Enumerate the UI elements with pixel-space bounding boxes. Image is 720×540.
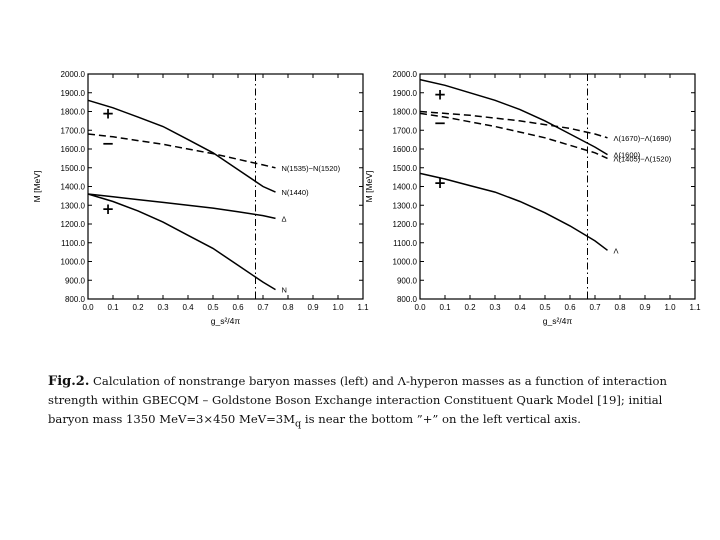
right-series-line-1670-1690 — [419, 110, 608, 139]
right-series-label: Λ(1600) — [614, 151, 641, 160]
left-x-tick-label: 0.8 — [282, 303, 294, 312]
right-x-tick-label: 0.9 — [639, 303, 651, 312]
right-x-tick-label: 0.0 — [414, 303, 426, 312]
caption-text: Calculation of nonstrange baryon masses … — [48, 374, 667, 426]
right-y-tick-label: 1300.0 — [393, 201, 418, 210]
left-series-label: N(1440) — [282, 188, 310, 197]
left-series-line-n — [87, 193, 276, 291]
left-y-tick-label: 1600.0 — [61, 145, 86, 154]
right-sign-mark: + — [434, 174, 447, 192]
right-y-tick-label: 900.0 — [397, 276, 418, 285]
right-series-line-series-3 — [419, 172, 608, 251]
left-x-tick-label: 1.0 — [332, 303, 344, 312]
right-x-axis-title: g_s²/4π — [543, 316, 573, 326]
left-x-tick-label: 0.7 — [257, 303, 269, 312]
right-series-label: Λ — [614, 246, 619, 255]
right-series-line-1405-1520 — [419, 112, 608, 160]
right-x-tick-label: 0.3 — [489, 303, 501, 312]
right-sign-mark: − — [434, 114, 447, 132]
right-x-tick-label: 0.2 — [464, 303, 476, 312]
left-y-tick-label: 1000.0 — [61, 258, 86, 267]
left-series-label: Δ — [282, 214, 287, 223]
figure-caption: Fig.2. Calculation of nonstrange baryon … — [48, 372, 698, 433]
left-y-axis-title: M [MeV] — [32, 171, 42, 203]
left-x-tick-label: 1.1 — [357, 303, 369, 312]
left-y-tick-label: 1700.0 — [61, 126, 86, 135]
right-x-tick-label: 0.4 — [514, 303, 526, 312]
left-sign-mark: + — [102, 104, 115, 122]
right-x-tick-label: 0.7 — [589, 303, 601, 312]
right-y-axis-title: M [MeV] — [364, 171, 374, 203]
left-series-line-series-2 — [87, 193, 276, 220]
right-series-label: Λ(1405)−Λ(1520) — [614, 154, 672, 163]
right-series-label: Λ(1670)−Λ(1690) — [614, 134, 672, 143]
right-chart: 800.0 900.0 1000.0 1100.0 1200.0 1300.0 1400.0… — [364, 70, 701, 326]
left-y-tick-label: 1400.0 — [61, 183, 86, 192]
left-series-label: N — [282, 286, 287, 295]
right-x-tick-label: 0.8 — [614, 303, 626, 312]
left-y-tick-label: 1100.0 — [61, 239, 85, 248]
right-y-tick-label: 1700.0 — [393, 126, 418, 135]
left-x-tick-label: 0.3 — [157, 303, 169, 312]
left-y-tick-label: 900.0 — [65, 276, 86, 285]
caption-subscript: q — [295, 418, 302, 430]
right-y-tick-label: 1500.0 — [393, 164, 418, 173]
left-y-tick-label: 1500.0 — [61, 164, 86, 173]
left-plot-frame — [87, 73, 364, 300]
right-y-tick-label: 1400.0 — [393, 183, 418, 192]
right-y-tick-label: 1800.0 — [393, 108, 418, 117]
right-y-tick-label: 1900.0 — [393, 89, 418, 98]
right-sign-mark: + — [434, 86, 447, 104]
right-x-tick-label: 0.5 — [539, 303, 551, 312]
left-y-tick-label: 1800.0 — [61, 108, 86, 117]
left-sign-mark: + — [102, 200, 115, 218]
right-x-tick-label: 1.0 — [664, 303, 676, 312]
caption-text-end: is near the bottom ”+” on the left verti… — [301, 412, 581, 426]
left-x-tick-label: 0.9 — [307, 303, 319, 312]
right-x-tick-label: 0.1 — [439, 303, 451, 312]
right-y-tick-label: 1600.0 — [393, 145, 418, 154]
left-x-tick-label: 0.0 — [82, 303, 94, 312]
left-x-axis-title: g_s²/4π — [211, 316, 241, 326]
right-series-line-1600 — [419, 78, 608, 156]
left-x-tick-label: 0.6 — [232, 303, 244, 312]
right-x-tick-label: 0.6 — [564, 303, 576, 312]
left-y-tick-label: 1900.0 — [61, 89, 86, 98]
left-series-line-n-1440 — [87, 99, 276, 193]
left-x-tick-label: 0.2 — [132, 303, 144, 312]
left-y-tick-label: 1300.0 — [61, 201, 86, 210]
right-y-tick-label: 1200.0 — [393, 220, 418, 229]
figure-label: Fig.2. — [48, 374, 90, 389]
right-y-tick-label: 1000.0 — [393, 258, 418, 267]
right-y-tick-label: 2000.0 — [393, 70, 418, 79]
left-sign-mark: − — [102, 134, 115, 152]
left-y-tick-label: 800.0 — [65, 295, 86, 304]
left-y-tick-label: 2000.0 — [61, 70, 86, 79]
left-x-tick-label: 0.1 — [107, 303, 119, 312]
right-y-tick-label: 1100.0 — [393, 239, 417, 248]
right-plot-frame — [419, 73, 696, 300]
left-series-label: N(1535)−N(1520) — [282, 164, 341, 173]
left-x-tick-label: 0.5 — [207, 303, 219, 312]
left-chart: 800.0 900.0 1000.0 1100.0 1200.0 1300.0 1400.0… — [32, 70, 369, 326]
left-y-tick-label: 1200.0 — [61, 220, 86, 229]
left-series-line-n-1535-n-1520 — [87, 133, 276, 169]
right-y-tick-label: 800.0 — [397, 295, 418, 304]
left-x-tick-label: 0.4 — [182, 303, 194, 312]
right-x-tick-label: 1.1 — [689, 303, 701, 312]
